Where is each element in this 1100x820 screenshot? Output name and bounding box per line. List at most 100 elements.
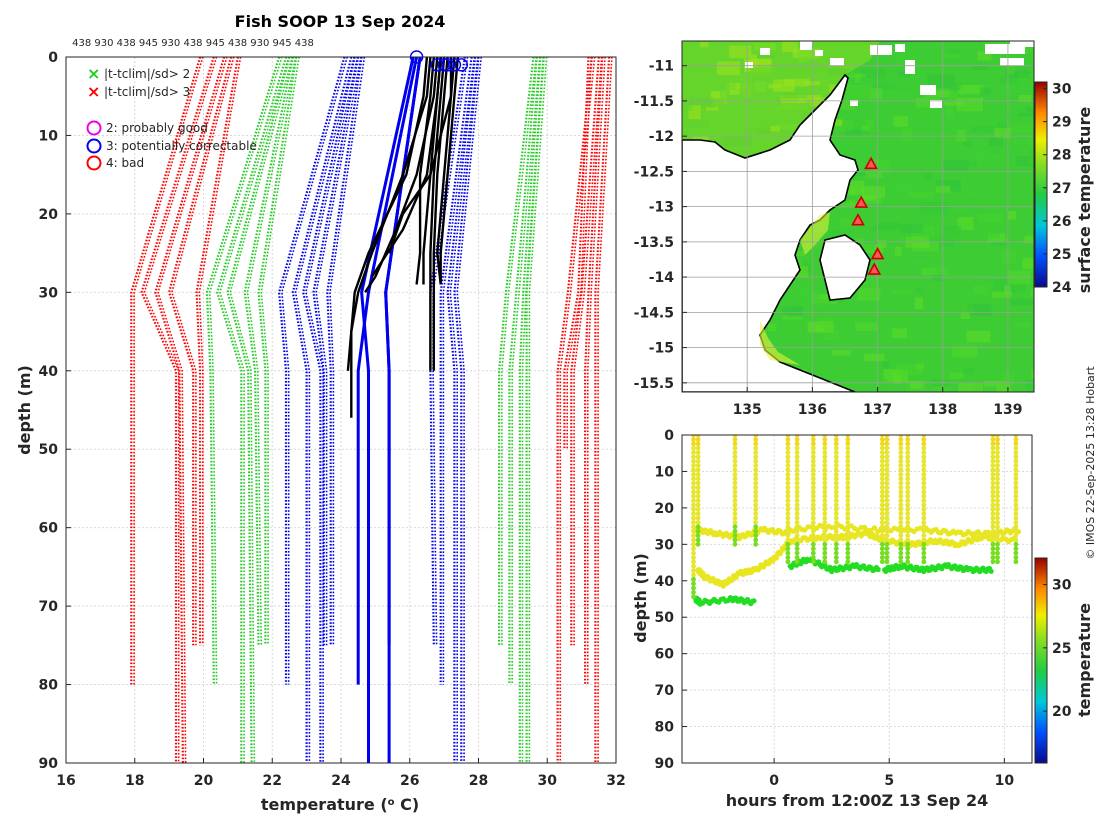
map-sst-patch: [930, 284, 958, 292]
section-cast-point: [905, 506, 911, 512]
climatology-bound-line-double: [315, 57, 362, 646]
map-xtick-label: 139: [993, 402, 1022, 418]
section-cast-point: [921, 476, 927, 482]
section-cast-point: [822, 520, 828, 525]
section-cast-point: [845, 506, 851, 512]
map-colorbar-tick-label: 25: [1052, 247, 1071, 263]
map-sst-patch: [865, 171, 883, 179]
section-cast-point: [794, 445, 800, 451]
map-cloud-gap: [930, 100, 942, 108]
section-cast-point: [822, 472, 828, 477]
section-cast-point: [845, 533, 851, 538]
section-cast-point: [810, 524, 816, 530]
map-axes-frame: [681, 40, 1035, 393]
profile-lines: [130, 57, 613, 763]
profile-legend: × |t-tclim|/sd> 2 × |t-tclim|/sd> 3 2: p…: [86, 64, 257, 171]
section-cast-point: [905, 520, 911, 525]
map-sst-patch: [1011, 77, 1030, 92]
section-cast-point: [833, 550, 839, 556]
section-cast-point: [794, 441, 800, 447]
climatology-bound-line: [130, 57, 202, 685]
section-cast-point: [1013, 454, 1019, 460]
flagged-blue-profile-line: [360, 57, 415, 763]
climatology-bound-line-double: [198, 57, 242, 646]
good-black-profile-line: [350, 57, 429, 418]
section-cast-point: [732, 435, 738, 438]
section-cast-point: [810, 550, 816, 556]
map-sst-patch: [757, 52, 776, 58]
section-cast-point: [905, 485, 911, 490]
section-cast-point: [905, 498, 911, 503]
map-ytick-label: -15: [649, 341, 674, 357]
map-sst-patch: [811, 294, 838, 304]
section-cast-point: [879, 454, 885, 460]
section-cast-point: [753, 463, 759, 468]
climatology-bound-line: [167, 57, 233, 646]
section-cast-point: [990, 441, 996, 447]
section-cast-point: [753, 467, 759, 473]
map-sst-patch: [943, 226, 962, 237]
section-axes-frame: [681, 434, 1033, 764]
map-sst-patch: [755, 127, 771, 135]
map-ytick-label: -11.5: [634, 94, 674, 110]
map-sst-patch: [962, 160, 978, 168]
map-sst-patch: [834, 119, 843, 126]
section-cast-point: [833, 489, 839, 495]
section-cast-point: [794, 528, 800, 534]
section-data-point: [988, 568, 994, 574]
climatology-bound-line: [563, 57, 590, 450]
section-cast-point: [822, 498, 828, 503]
map-sst-patch: [850, 170, 870, 177]
map-sst-patch: [914, 297, 924, 310]
section-cast-point: [691, 572, 696, 578]
section-cast-point: [995, 463, 1000, 468]
map-sst-patch: [843, 366, 865, 372]
section-cast-point: [833, 506, 839, 512]
section-cast-point: [732, 472, 738, 477]
section-cast-point: [898, 480, 904, 486]
section-cast-point: [810, 463, 816, 468]
section-cast-point: [990, 498, 996, 503]
section-cast-point: [879, 546, 885, 552]
map-sst-patch: [936, 263, 951, 276]
section-cast-point: [921, 550, 927, 556]
section-cast-point: [995, 435, 1000, 438]
map-sst-patch: [989, 117, 999, 131]
section-cast-point: [785, 533, 791, 538]
section-points: [691, 435, 1022, 607]
map-sst-patch: [856, 196, 875, 201]
map-sst-patch: [848, 73, 866, 78]
map-sst-patch: [699, 41, 709, 48]
section-cast-point: [822, 485, 828, 490]
good-black-profile-line: [439, 57, 460, 285]
section-cast-point: [898, 450, 904, 455]
section-cast-point: [753, 520, 759, 525]
map-xtick-label: 137: [863, 402, 892, 418]
section-cast-point: [905, 467, 911, 473]
section-cast-point: [921, 528, 927, 534]
section-cast-point: [995, 467, 1000, 473]
climatology-bound-line-double: [157, 57, 228, 763]
map-sst-patch: [854, 73, 861, 83]
section-cast-point: [905, 559, 911, 565]
climatology-bound-line-double: [246, 57, 297, 646]
climatology-bound-line-double: [329, 57, 366, 646]
section-cast-point: [822, 458, 828, 464]
section-cast-point: [1013, 524, 1019, 530]
map-sst-patch: [810, 332, 828, 338]
map-cloud-gap: [1010, 41, 1034, 47]
section-cast-point: [691, 435, 696, 438]
map-sst-patch: [860, 68, 886, 79]
section-cast-point: [990, 524, 996, 530]
map-sst-patch: [863, 353, 885, 362]
section-cast-point: [822, 476, 828, 482]
section-cast-point: [732, 454, 738, 460]
section-cast-point: [879, 489, 885, 495]
section-cast-point: [905, 441, 911, 447]
section-cast-point: [879, 485, 885, 490]
section-cast-point: [833, 450, 839, 455]
map-sst-patch: [998, 77, 1014, 84]
section-cast-point: [833, 454, 839, 460]
climatology-bound-line: [594, 57, 611, 763]
map-sst-patch: [921, 268, 949, 276]
